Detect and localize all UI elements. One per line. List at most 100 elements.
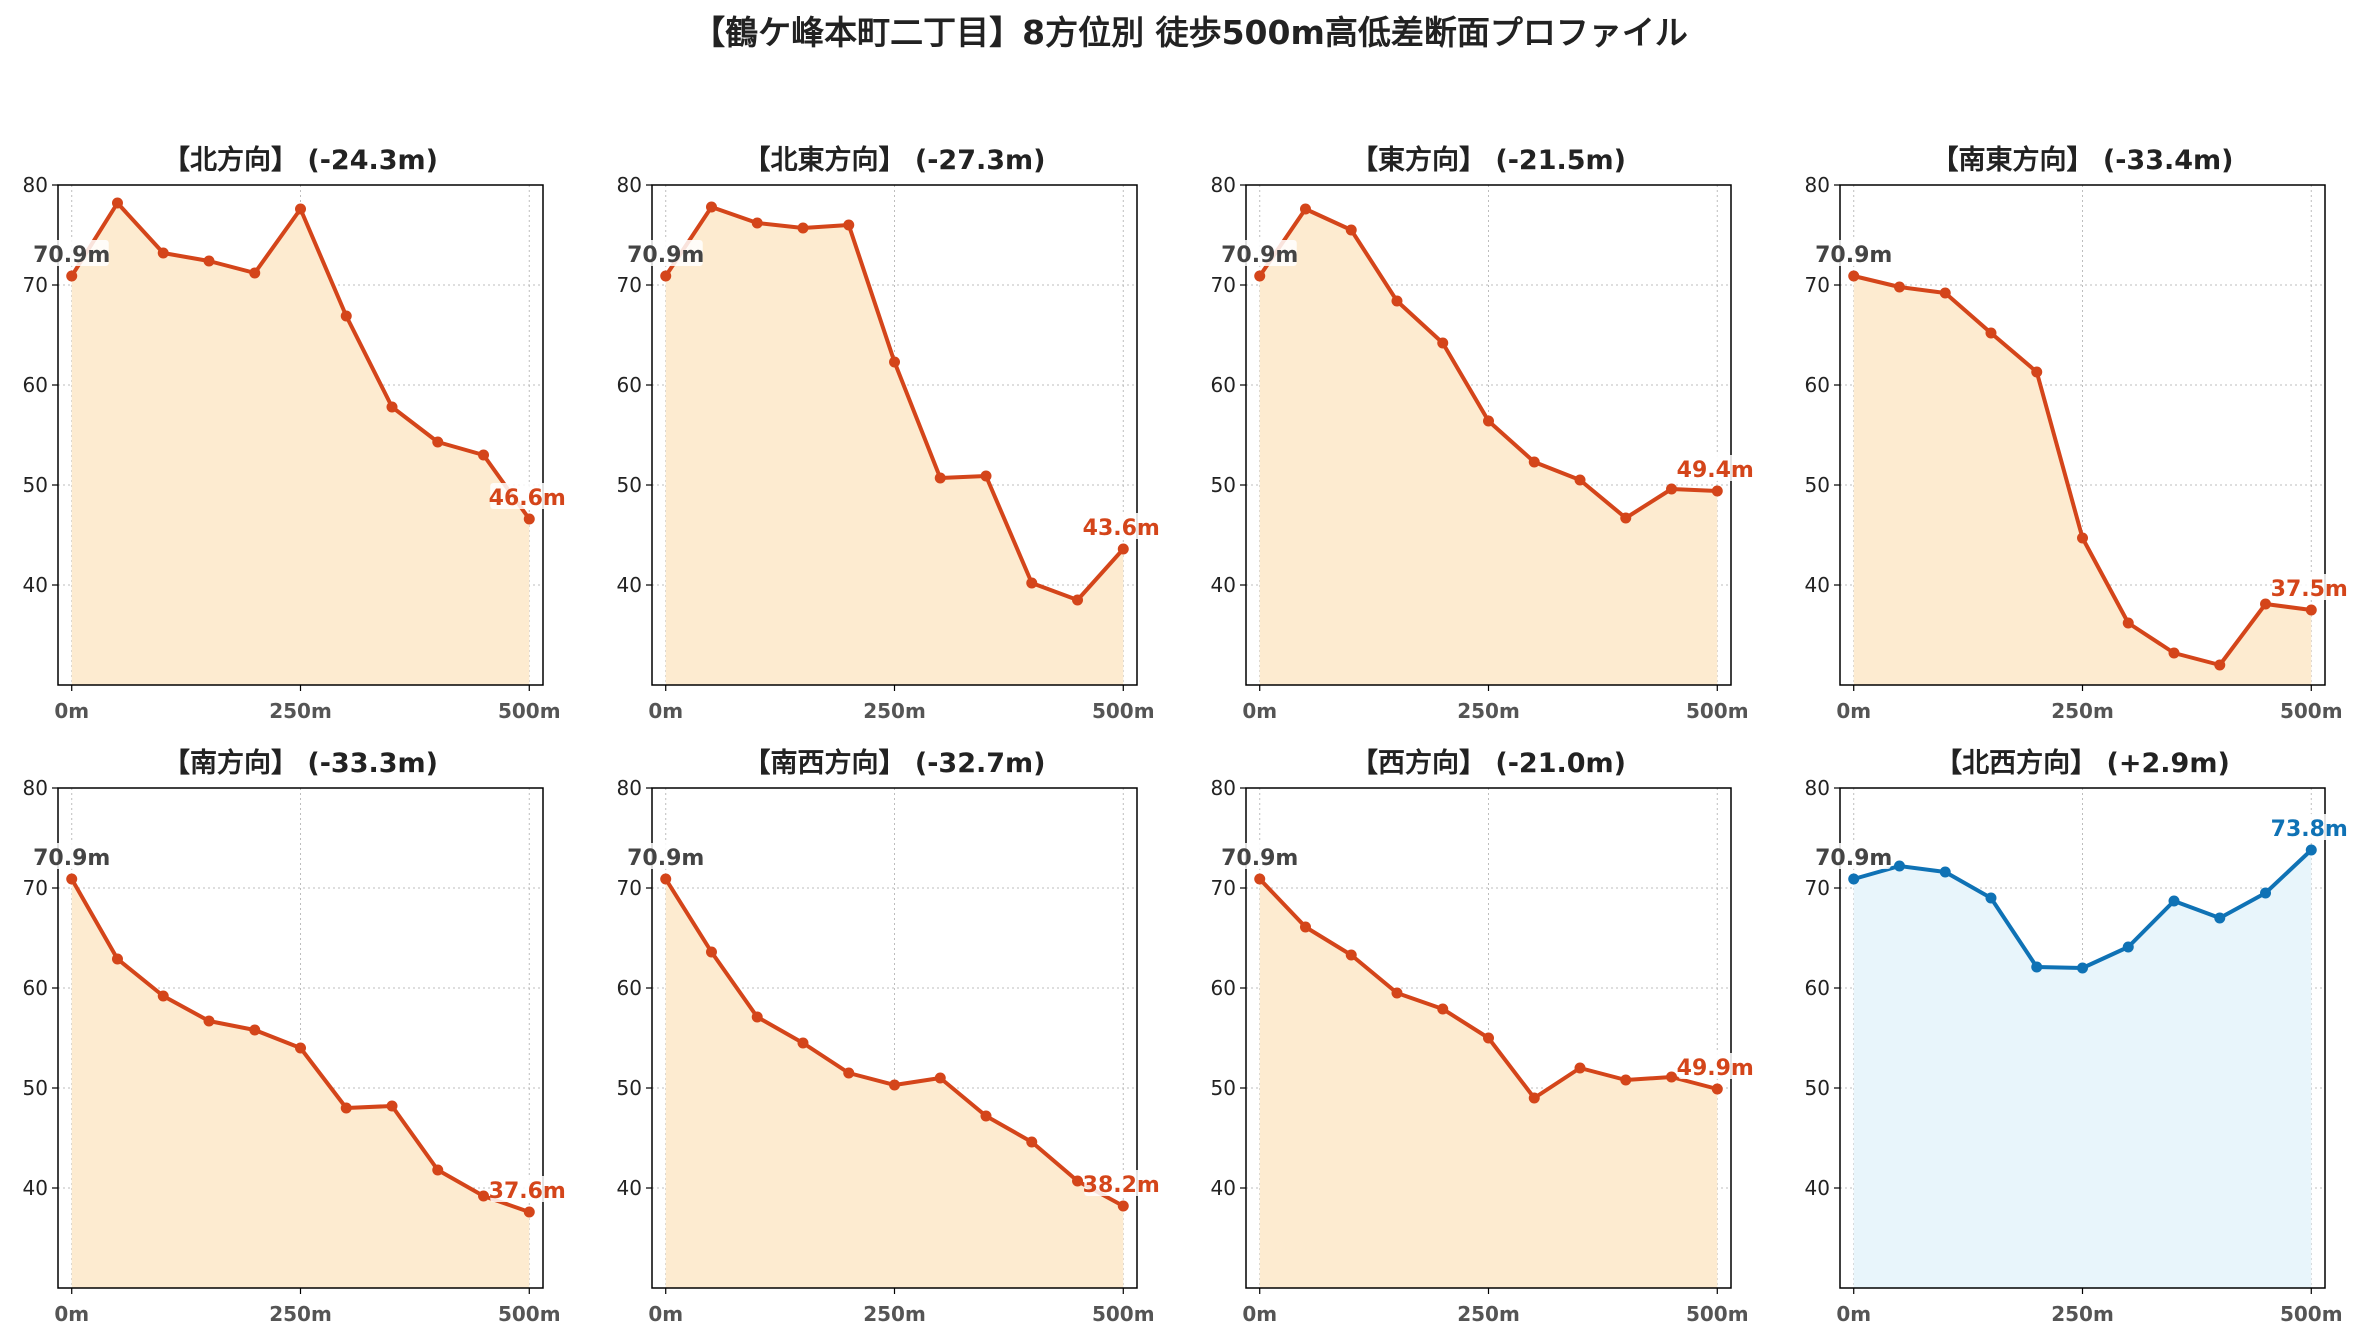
- start-label-bg: [1816, 843, 1891, 869]
- y-tick-label: 80: [617, 173, 642, 197]
- y-tick-label: 60: [1211, 373, 1236, 397]
- x-tick-label: 0m: [648, 1302, 683, 1326]
- data-point: [1437, 1003, 1449, 1015]
- x-tick-label: 0m: [1836, 1302, 1871, 1326]
- data-point: [1072, 594, 1084, 606]
- x-tick-label: 250m: [2051, 699, 2114, 723]
- start-elevation-label: 70.9m: [1221, 846, 1298, 871]
- y-tick-label: 60: [617, 373, 642, 397]
- data-point: [1620, 1074, 1632, 1086]
- data-point: [111, 197, 123, 209]
- y-tick-label: 50: [23, 1076, 48, 1100]
- data-point: [340, 1102, 352, 1114]
- data-point: [2214, 912, 2226, 924]
- y-tick-label: 70: [23, 876, 48, 900]
- data-point: [2214, 659, 2226, 671]
- data-point: [1620, 512, 1632, 524]
- subplot-panel: 【西方向】 (-21.0m) 40 50 60 70 80 0m 250m 500m 70.9m 4…: [1211, 747, 1754, 1326]
- data-point: [1391, 295, 1403, 307]
- data-point: [1117, 543, 1129, 555]
- data-point: [843, 1067, 855, 1079]
- y-tick-label: 40: [1805, 573, 1830, 597]
- data-point: [249, 1024, 261, 1036]
- data-point: [797, 1037, 809, 1049]
- data-point: [295, 1042, 306, 1054]
- start-label-bg: [34, 843, 109, 869]
- data-point: [843, 219, 855, 231]
- end-label-bg: [2272, 814, 2347, 840]
- y-tick-label: 60: [23, 976, 48, 1000]
- x-tick-label: 500m: [2280, 1302, 2343, 1326]
- x-tick-label: 250m: [2051, 1302, 2114, 1326]
- end-label-bg: [490, 1176, 565, 1202]
- start-elevation-label: 70.9m: [1815, 846, 1892, 871]
- end-elevation-label: 43.6m: [1083, 516, 1160, 541]
- y-tick-label: 50: [617, 1076, 642, 1100]
- x-tick-label: 500m: [1092, 699, 1155, 723]
- end-label-bg: [2272, 574, 2347, 600]
- y-tick-label: 50: [1211, 1076, 1236, 1100]
- data-point: [1299, 203, 1311, 215]
- subplot-title: 【南方向】 (-33.3m): [163, 747, 438, 779]
- subplot-title: 【南東方向】 (-33.4m): [1931, 144, 2233, 176]
- x-tick-label: 0m: [648, 699, 683, 723]
- subplot-panel: 【北方向】 (-24.3m) 40 50 60 70 80 0m 250m 500m 70.9m 4…: [23, 144, 566, 723]
- x-tick-label: 500m: [498, 699, 561, 723]
- data-point: [1666, 1071, 1678, 1083]
- y-tick-label: 40: [1211, 573, 1236, 597]
- data-point: [1711, 485, 1723, 497]
- subplot-panel: 【南方向】 (-33.3m) 40 50 60 70 80 0m 250m 500m 70.9m 3…: [23, 747, 566, 1326]
- data-point: [432, 436, 444, 448]
- y-tick-label: 50: [617, 473, 642, 497]
- start-elevation-label: 70.9m: [627, 243, 704, 268]
- y-tick-label: 70: [1805, 876, 1830, 900]
- data-point: [66, 873, 78, 885]
- data-point: [157, 247, 169, 259]
- end-elevation-label: 37.6m: [489, 1179, 566, 1204]
- y-tick-label: 70: [617, 876, 642, 900]
- data-point: [1893, 860, 1905, 872]
- subplot-panel: 【南西方向】 (-32.7m) 40 50 60 70 80 0m 250m 500m 70.9m…: [617, 747, 1160, 1326]
- data-point: [934, 1072, 946, 1084]
- y-tick-label: 60: [23, 373, 48, 397]
- data-point: [386, 1100, 398, 1112]
- data-point: [1574, 1062, 1586, 1074]
- start-label-bg: [628, 843, 703, 869]
- data-point: [1254, 873, 1266, 885]
- x-tick-label: 0m: [1242, 699, 1277, 723]
- data-point: [2077, 962, 2088, 974]
- data-point: [432, 1164, 444, 1176]
- elevation-area: [665, 879, 1124, 1288]
- elevation-area: [71, 879, 530, 1288]
- data-point: [751, 1011, 763, 1023]
- data-point: [157, 990, 169, 1002]
- data-point: [660, 873, 672, 885]
- x-tick-label: 500m: [1686, 1302, 1749, 1326]
- data-point: [934, 472, 946, 484]
- end-label-bg: [1084, 513, 1159, 539]
- subplot-title: 【南西方向】 (-32.7m): [743, 747, 1045, 779]
- end-elevation-label: 73.8m: [2271, 817, 2348, 842]
- y-tick-label: 60: [617, 976, 642, 1000]
- start-label-bg: [1816, 240, 1891, 266]
- y-tick-label: 40: [617, 573, 642, 597]
- data-point: [2260, 598, 2272, 610]
- data-point: [751, 217, 763, 229]
- data-point: [1985, 327, 1997, 339]
- data-point: [2305, 604, 2317, 616]
- y-tick-label: 40: [23, 1176, 48, 1200]
- data-point: [1528, 456, 1540, 468]
- data-point: [1299, 921, 1311, 933]
- data-point: [2031, 366, 2043, 378]
- data-point: [203, 1015, 215, 1027]
- data-point: [2031, 961, 2043, 973]
- y-tick-label: 70: [1211, 876, 1236, 900]
- data-point: [523, 513, 535, 525]
- x-tick-label: 250m: [863, 1302, 926, 1326]
- data-point: [1711, 1083, 1723, 1095]
- y-tick-label: 80: [1805, 776, 1830, 800]
- start-elevation-label: 70.9m: [627, 846, 704, 871]
- y-tick-label: 50: [1805, 473, 1830, 497]
